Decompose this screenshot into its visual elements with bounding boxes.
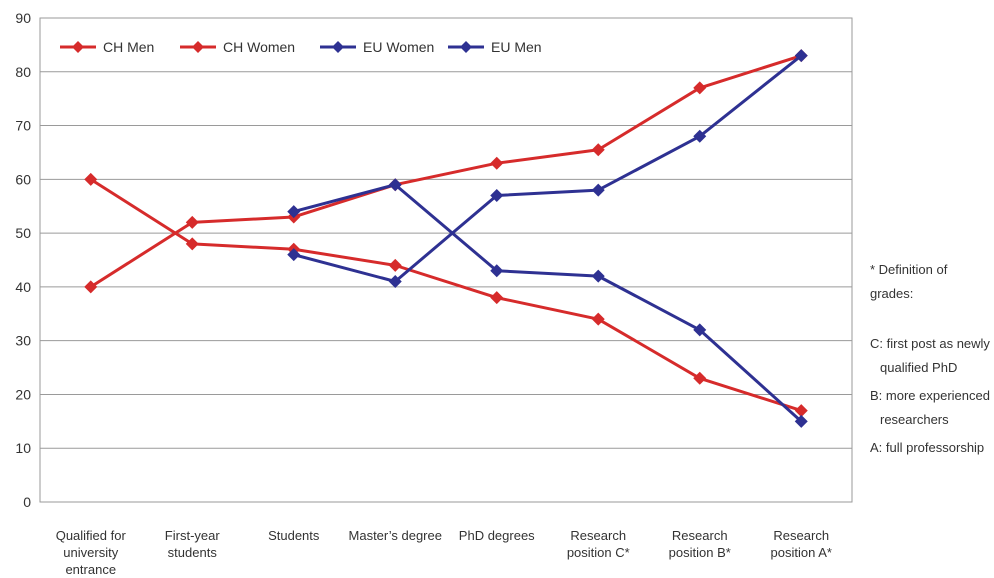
note-item-a: A: full professorship bbox=[870, 440, 985, 455]
y-tick-label: 60 bbox=[15, 171, 31, 187]
series-line bbox=[293, 183, 803, 423]
legend-swatch-marker bbox=[460, 41, 472, 53]
legend-swatch-marker bbox=[332, 41, 344, 53]
y-tick-label: 90 bbox=[15, 10, 31, 26]
data-point bbox=[388, 178, 402, 192]
y-tick-label: 30 bbox=[15, 333, 31, 349]
note-item-b: B: more experienced researchers bbox=[870, 388, 990, 427]
data-point bbox=[185, 215, 199, 229]
data-point bbox=[794, 49, 808, 63]
x-tick-label: Research position A* bbox=[771, 528, 832, 560]
series-eu-women bbox=[287, 49, 808, 289]
data-point bbox=[591, 183, 605, 197]
data-point bbox=[693, 129, 707, 143]
x-axis: Qualified for university entrance First-yea… bbox=[56, 528, 832, 577]
data-point bbox=[794, 414, 808, 428]
y-tick-label: 0 bbox=[23, 494, 31, 510]
note-item-c: C: first post as newly qualified PhD bbox=[870, 336, 990, 375]
y-tick-label: 50 bbox=[15, 225, 31, 241]
x-tick-label: Qualified for university entrance bbox=[56, 528, 127, 577]
grid-lines bbox=[39, 17, 853, 503]
series-ch-men bbox=[84, 49, 808, 294]
data-point bbox=[693, 323, 707, 337]
data-point bbox=[490, 188, 504, 202]
data-point bbox=[591, 312, 605, 326]
data-point bbox=[490, 264, 504, 278]
series-ch-women bbox=[84, 172, 808, 418]
data-point bbox=[388, 275, 402, 289]
legend-swatch-marker bbox=[192, 41, 204, 53]
y-tick-label: 40 bbox=[15, 279, 31, 295]
data-point bbox=[794, 404, 808, 418]
series-line bbox=[89, 54, 802, 289]
note-title: * Definition of grades: bbox=[870, 262, 948, 301]
data-point bbox=[388, 258, 402, 272]
y-tick-label: 20 bbox=[15, 386, 31, 402]
data-point bbox=[490, 156, 504, 170]
series-group bbox=[84, 49, 808, 428]
legend-label: CH Women bbox=[223, 39, 295, 55]
series-line bbox=[89, 178, 802, 413]
legend-label: CH Men bbox=[103, 39, 154, 55]
data-point bbox=[490, 291, 504, 305]
data-point bbox=[185, 237, 199, 251]
x-tick-label: First-year students bbox=[165, 528, 221, 560]
legend: CH Men CH Women EU Women EU Men bbox=[60, 39, 542, 55]
data-point bbox=[287, 205, 301, 219]
data-point bbox=[591, 143, 605, 157]
data-point bbox=[591, 269, 605, 283]
y-tick-label: 70 bbox=[15, 118, 31, 134]
y-tick-label: 80 bbox=[15, 64, 31, 80]
series-line bbox=[293, 54, 803, 284]
grade-definitions-note: * Definition of grades: C: first post as… bbox=[870, 258, 994, 460]
legend-swatch-marker bbox=[72, 41, 84, 53]
y-axis: 0 10 20 30 40 50 60 70 80 90 bbox=[15, 10, 31, 510]
x-tick-label: Research position B* bbox=[669, 528, 731, 560]
x-tick-label: PhD degrees bbox=[459, 528, 535, 543]
data-point bbox=[287, 248, 301, 262]
x-tick-label: Research position C* bbox=[567, 528, 630, 560]
x-tick-label: Students bbox=[268, 528, 320, 543]
data-point bbox=[84, 280, 98, 294]
data-point bbox=[693, 371, 707, 385]
legend-label: EU Women bbox=[363, 39, 434, 55]
series-eu-men bbox=[287, 178, 808, 428]
legend-label: EU Men bbox=[491, 39, 542, 55]
x-tick-label: Master’s degree bbox=[349, 528, 442, 543]
data-point bbox=[84, 172, 98, 186]
data-point bbox=[693, 81, 707, 95]
y-tick-label: 10 bbox=[15, 440, 31, 456]
plot-frame bbox=[39, 17, 853, 503]
